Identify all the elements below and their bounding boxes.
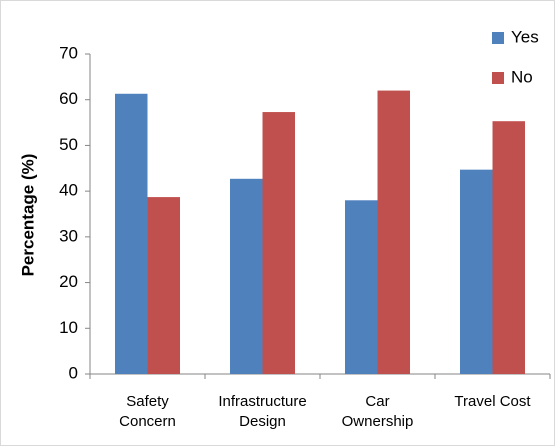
y-axis-label: Percentage (%) [18, 154, 37, 277]
y-tick-label: 20 [59, 272, 78, 291]
y-tick-label: 10 [59, 318, 78, 337]
x-tick-label: Travel Cost [454, 393, 531, 410]
y-tick-label: 40 [59, 181, 78, 200]
bar [377, 90, 410, 375]
bar [492, 121, 525, 374]
bar [230, 178, 263, 374]
bar [345, 200, 378, 374]
legend-label: No [511, 67, 533, 86]
y-tick-label: 30 [59, 226, 78, 245]
bar [115, 93, 148, 375]
x-tick-label: Safety Concern [119, 393, 176, 430]
x-tick-label: Car Ownership [341, 393, 414, 430]
legend-label: Yes [511, 27, 539, 46]
bar [262, 112, 295, 375]
legend-swatch [492, 72, 504, 84]
y-tick-label: 0 [69, 363, 78, 382]
bar [460, 169, 493, 374]
y-tick-label: 70 [59, 43, 78, 62]
y-tick-label: 50 [59, 135, 78, 154]
legend-swatch [492, 32, 504, 44]
y-tick-label: 60 [59, 89, 78, 108]
bar [147, 197, 180, 374]
x-tick-label: Infrastructure Design [218, 393, 307, 430]
